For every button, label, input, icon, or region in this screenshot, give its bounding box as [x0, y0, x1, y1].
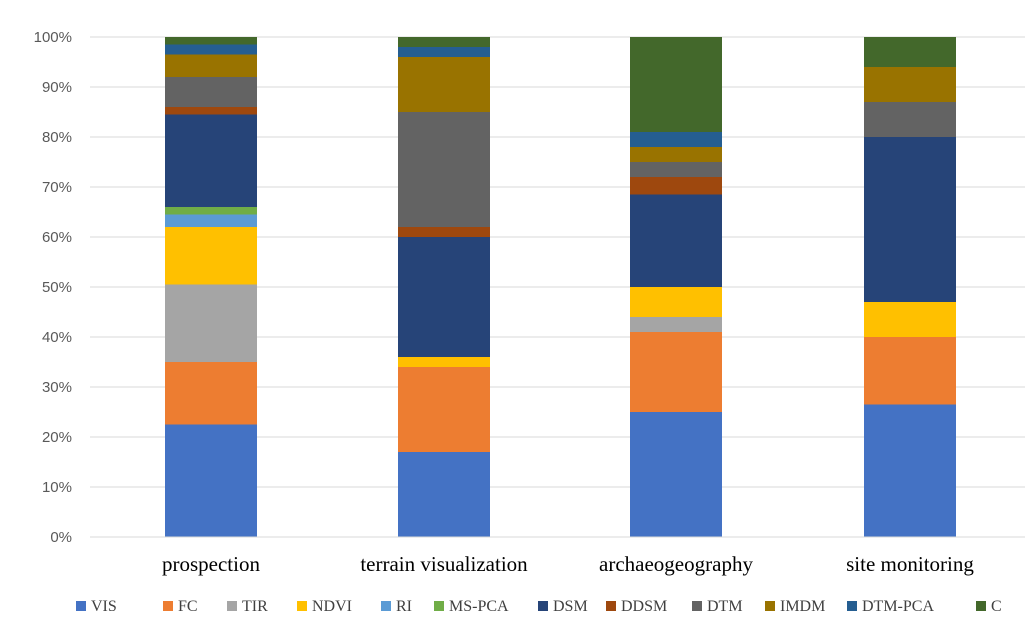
x-category-label: archaeogeography [599, 552, 753, 576]
bar-stack-site-monitoring [864, 37, 956, 537]
y-tick-label: 40% [42, 329, 72, 346]
legend-item-c: C [976, 598, 1002, 615]
bar-segment-c [864, 37, 956, 67]
legend-swatch [434, 601, 444, 611]
legend-label: MS-PCA [449, 598, 509, 615]
bar-stacks [165, 37, 956, 537]
bar-segment-ndvi [165, 227, 257, 285]
bar-segment-c [398, 37, 490, 47]
x-category-label: site monitoring [846, 552, 974, 576]
legend-label: DDSM [621, 598, 667, 615]
x-axis-category-labels: prospection terrain visualization archaeog… [162, 552, 974, 576]
legend-label: DTM [707, 598, 743, 615]
y-tick-label: 20% [42, 429, 72, 446]
legend-label: VIS [91, 598, 117, 615]
bar-segment-tir [630, 317, 722, 332]
bar-segment-vis [165, 424, 257, 537]
legend-label: TIR [242, 598, 268, 615]
legend-label: IMDM [780, 598, 825, 615]
legend-item-tir: TIR [227, 598, 268, 615]
bar-segment-ndvi [630, 287, 722, 317]
y-tick-label: 90% [42, 79, 72, 96]
y-tick-label: 30% [42, 379, 72, 396]
legend-item-vis: VIS [76, 598, 117, 615]
bar-segment-dtm [165, 77, 257, 107]
y-tick-label: 60% [42, 229, 72, 246]
legend-swatch [976, 601, 986, 611]
y-tick-label: 80% [42, 129, 72, 146]
legend-label: FC [178, 598, 198, 615]
y-axis-tick-labels: 0% 10% 20% 30% 40% 50% 60% 70% 80% 90% 100% [34, 29, 72, 546]
legend-swatch [227, 601, 237, 611]
legend-swatch [297, 601, 307, 611]
legend-swatch [606, 601, 616, 611]
bar-segment-vis [630, 412, 722, 537]
bar-segment-dsm [398, 237, 490, 357]
bar-segment-dtm-pca [398, 47, 490, 57]
bar-segment-dsm [864, 137, 956, 302]
legend-swatch [692, 601, 702, 611]
bar-segment-fc [630, 332, 722, 412]
x-category-label: terrain visualization [360, 552, 528, 576]
y-tick-label: 0% [50, 529, 72, 546]
bar-segment-dtm-pca [165, 44, 257, 55]
legend-item-fc: FC [163, 598, 198, 615]
x-category-label: prospection [162, 552, 260, 576]
legend-label: RI [396, 598, 412, 615]
legend-swatch [381, 601, 391, 611]
bar-segment-dtm [398, 112, 490, 227]
bar-segment-ddsm [398, 227, 490, 237]
bar-segment-dsm [165, 114, 257, 207]
legend-swatch [76, 601, 86, 611]
legend-item-dtm: DTM [692, 598, 743, 615]
bar-segment-c [630, 37, 722, 132]
bar-segment-dtm-pca [630, 132, 722, 147]
legend-label: DTM-PCA [862, 598, 934, 615]
legend-label: DSM [553, 598, 588, 615]
y-tick-label: 50% [42, 279, 72, 296]
legend-item-ms-pca: MS-PCA [434, 598, 509, 615]
bar-segment-imdm [398, 57, 490, 112]
bar-segment-c [165, 37, 257, 45]
bar-segment-fc [864, 337, 956, 405]
legend-item-ddsm: DDSM [606, 598, 667, 615]
legend-label: C [991, 598, 1002, 615]
bar-stack-prospection [165, 37, 257, 537]
bar-segment-dtm [630, 162, 722, 177]
bar-segment-dtm [864, 102, 956, 137]
bar-segment-imdm [630, 147, 722, 162]
legend-item-ri: RI [381, 598, 412, 615]
y-tick-label: 10% [42, 479, 72, 496]
bar-segment-ndvi [398, 357, 490, 367]
bar-segment-ms-pca [165, 207, 257, 215]
bar-segment-vis [398, 452, 490, 537]
bar-segment-tir [165, 284, 257, 362]
bar-stack-terrain-visualization [398, 37, 490, 537]
bar-stack-archaeogeography [630, 37, 722, 537]
bar-segment-dsm [630, 194, 722, 287]
y-tick-label: 70% [42, 179, 72, 196]
y-tick-label: 100% [34, 29, 72, 46]
bar-segment-imdm [864, 67, 956, 102]
legend-swatch [538, 601, 548, 611]
bar-segment-ndvi [864, 302, 956, 337]
bar-segment-imdm [165, 54, 257, 77]
legend-swatch [163, 601, 173, 611]
legend-swatch [765, 601, 775, 611]
legend-item-imdm: IMDM [765, 598, 825, 615]
bar-segment-ri [165, 214, 257, 227]
legend-item-dsm: DSM [538, 598, 588, 615]
legend-label: NDVI [312, 598, 352, 615]
bar-segment-ddsm [630, 177, 722, 195]
legend: VIS FC TIR NDVI RI MS-PCA DSM DDSM DTM IMDM DTM-PC… [76, 598, 1002, 615]
bar-segment-fc [165, 362, 257, 425]
legend-item-dtm-pca: DTM-PCA [847, 598, 934, 615]
bar-segment-vis [864, 404, 956, 537]
legend-swatch [847, 601, 857, 611]
bar-segment-fc [398, 367, 490, 452]
bar-segment-ddsm [165, 107, 257, 115]
legend-item-ndvi: NDVI [297, 598, 352, 615]
